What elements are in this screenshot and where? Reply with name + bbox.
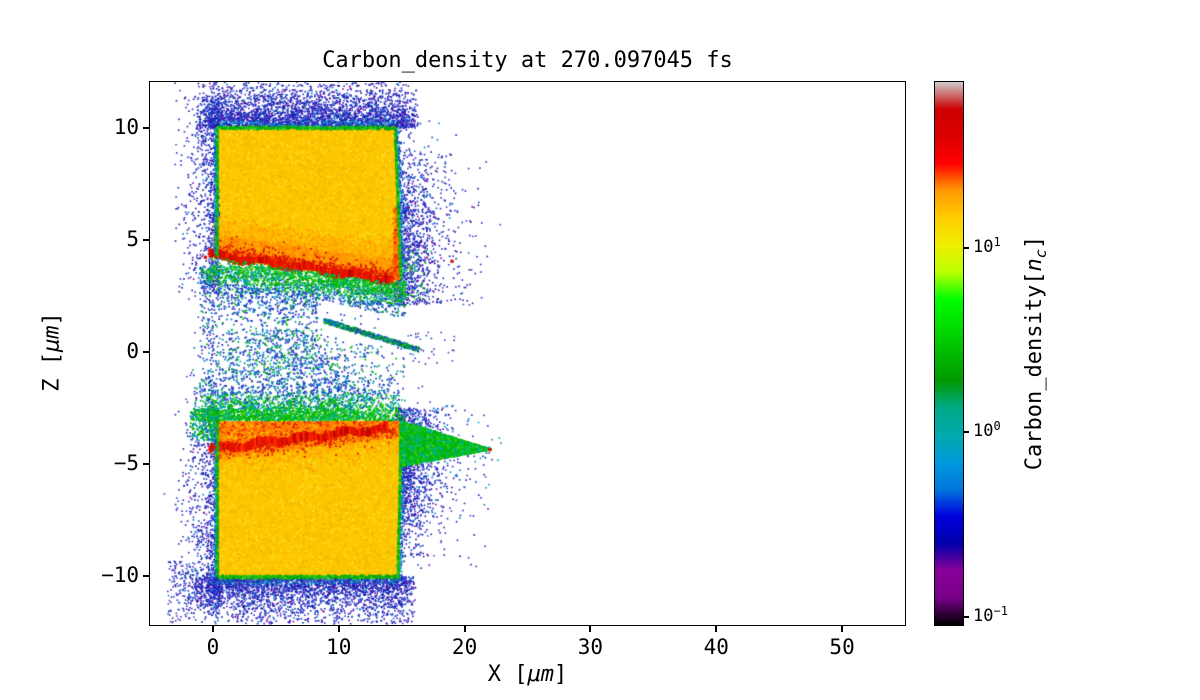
x-tick-label: 10 bbox=[326, 635, 352, 659]
y-tick-mark bbox=[143, 126, 149, 129]
colorbar-label: Carbon_density[nc] bbox=[1022, 236, 1050, 470]
x-tick-label: 30 bbox=[577, 635, 604, 659]
y-tick-label: −10 bbox=[101, 562, 139, 587]
x-tick-label: 0 bbox=[206, 635, 220, 659]
y-tick-mark bbox=[143, 238, 149, 241]
y-tick-label: 5 bbox=[126, 226, 139, 251]
x-axis-label-pre: X [ bbox=[487, 662, 528, 687]
colorbar bbox=[934, 81, 964, 626]
y-tick-mark bbox=[143, 462, 149, 465]
colorbar-label-pre: Carbon_density[ bbox=[1021, 271, 1047, 471]
x-tick-mark bbox=[715, 626, 718, 632]
y-tick-label: 10 bbox=[113, 114, 139, 139]
colorbar-tick-exponent: 1 bbox=[993, 235, 1001, 250]
plot-area bbox=[149, 81, 906, 626]
colorbar-tick-exponent: 0 bbox=[993, 419, 1001, 434]
colorbar-tick-base: 10 bbox=[973, 421, 994, 442]
colorbar-tick-base: 10 bbox=[973, 605, 994, 626]
x-tick-mark bbox=[841, 626, 844, 632]
x-tick-label: 20 bbox=[451, 635, 478, 659]
colorbar-label-post: ] bbox=[1021, 235, 1047, 250]
y-tick-mark bbox=[143, 574, 149, 577]
y-tick-label: −5 bbox=[113, 450, 139, 475]
colorbar-tick-label: 100 bbox=[973, 419, 1001, 442]
x-tick-label: 40 bbox=[703, 635, 729, 659]
x-tick-label: 50 bbox=[829, 635, 855, 659]
y-axis-label-pre: Z [ bbox=[39, 352, 65, 392]
y-axis-label: Z [μm] bbox=[40, 312, 65, 392]
colorbar-tick-label: 101 bbox=[973, 235, 1001, 258]
y-tick-label: 0 bbox=[126, 338, 139, 363]
x-tick-mark bbox=[463, 626, 466, 632]
x-tick-mark bbox=[337, 626, 340, 632]
x-axis-label-post: ] bbox=[554, 662, 568, 687]
x-axis-label: X [μm] bbox=[150, 662, 905, 687]
colorbar-tick-exponent: −1 bbox=[993, 603, 1008, 618]
colorbar-label-subscript: c bbox=[1032, 249, 1051, 259]
chart-title: Carbon_density at 270.097045 fs bbox=[322, 48, 733, 73]
colorbar-label-symbol: n bbox=[1021, 258, 1047, 272]
y-axis-label-mu: μm bbox=[39, 325, 65, 353]
y-tick-mark bbox=[143, 350, 149, 353]
y-axis-label-post: ] bbox=[39, 312, 65, 326]
colorbar-tick-label: 10−1 bbox=[973, 603, 1008, 626]
x-tick-mark bbox=[211, 626, 214, 632]
x-axis-label-mu: μm bbox=[527, 662, 555, 687]
density-heatmap-canvas bbox=[150, 82, 905, 625]
colorbar-tick-mark bbox=[964, 615, 969, 618]
colorbar-tick-mark bbox=[964, 431, 969, 434]
x-tick-mark bbox=[589, 626, 592, 632]
colorbar-tick-mark bbox=[964, 247, 969, 250]
colorbar-tick-base: 10 bbox=[973, 237, 994, 258]
